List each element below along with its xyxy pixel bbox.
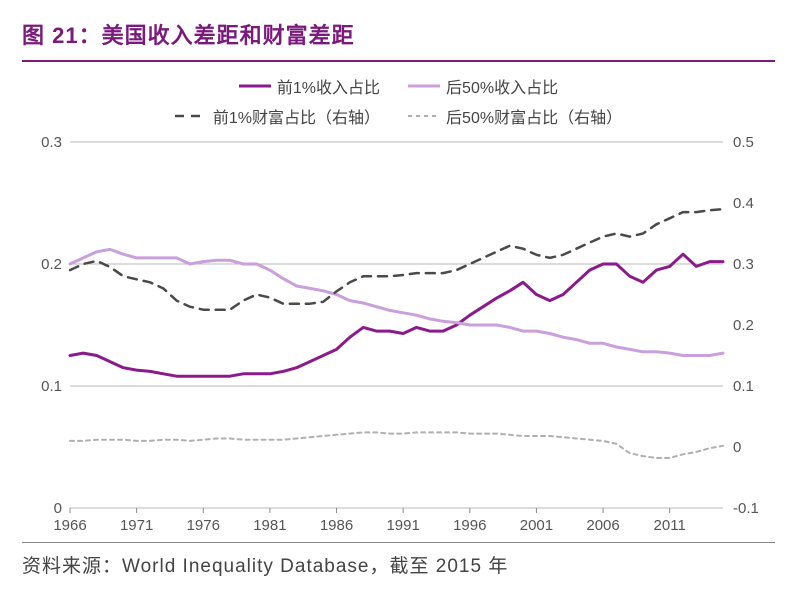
svg-text:0.4: 0.4 [733, 195, 754, 212]
svg-text:2011: 2011 [654, 517, 686, 534]
legend: 前1%收入占比 后50%收入占比前1%财富占比（右轴） 后50%财富占比（右轴） [139, 74, 659, 128]
chart-container: 前1%收入占比 后50%收入占比前1%财富占比（右轴） 后50%财富占比（右轴） 0… [22, 74, 775, 534]
svg-text:1966: 1966 [53, 517, 86, 534]
svg-text:2006: 2006 [586, 517, 619, 534]
legend-item: 前1%收入占比 [239, 74, 380, 98]
series-s1 [70, 254, 723, 376]
svg-text:1991: 1991 [386, 517, 419, 534]
svg-text:0: 0 [54, 500, 62, 517]
svg-text:0.1: 0.1 [41, 378, 62, 395]
chart-title: 图 21：美国收入差距和财富差距 [22, 18, 775, 50]
svg-text:0.3: 0.3 [41, 136, 62, 151]
svg-text:1996: 1996 [453, 517, 486, 534]
legend-label: 后50%收入占比 [446, 74, 558, 98]
svg-text:0.2: 0.2 [41, 256, 62, 273]
svg-text:1981: 1981 [253, 517, 286, 534]
svg-text:0.3: 0.3 [733, 256, 754, 273]
svg-text:-0.1: -0.1 [733, 500, 759, 517]
source-text: 资料来源：World Inequality Database，截至 2015 年 [22, 542, 775, 578]
legend-item: 前1%财富占比（右轴） [175, 104, 380, 128]
svg-text:1976: 1976 [187, 517, 220, 534]
series-s4 [70, 432, 723, 458]
chart-title-row: 图 21：美国收入差距和财富差距 [22, 18, 775, 62]
svg-text:0.5: 0.5 [733, 136, 754, 151]
legend-label: 后50%财富占比（右轴） [446, 104, 622, 128]
legend-label: 前1%财富占比（右轴） [213, 104, 380, 128]
svg-text:0.2: 0.2 [733, 317, 754, 334]
legend-item: 后50%收入占比 [408, 74, 558, 98]
svg-text:2001: 2001 [520, 517, 553, 534]
series-s2 [70, 249, 723, 355]
chart-svg: 0 0.1 0.2 0.3 -0.1 0 0.1 0.2 0.3 0.4 0.5 1966 1971 19… [22, 136, 775, 536]
legend-item: 后50%财富占比（右轴） [408, 104, 622, 128]
legend-label: 前1%收入占比 [277, 74, 380, 98]
series-s3 [70, 209, 723, 310]
svg-text:1986: 1986 [320, 517, 353, 534]
plot-area: 0 0.1 0.2 0.3 -0.1 0 0.1 0.2 0.3 0.4 0.5 1966 1971 19… [22, 136, 775, 536]
svg-text:1971: 1971 [120, 517, 153, 534]
svg-text:0: 0 [733, 439, 741, 456]
svg-text:0.1: 0.1 [733, 378, 754, 395]
